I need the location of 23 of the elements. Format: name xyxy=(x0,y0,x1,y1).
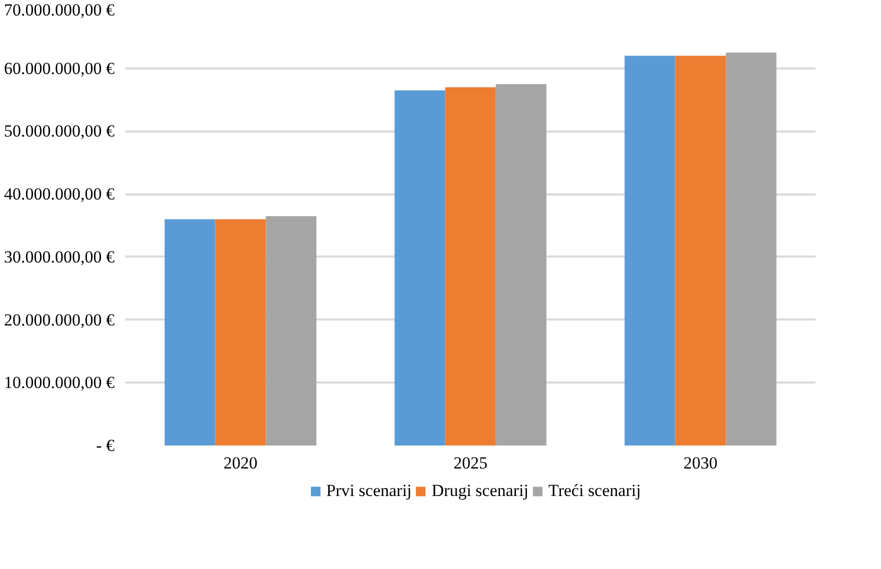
y-tick-label: 70.000.000,00 € xyxy=(4,0,115,20)
y-tick-label: - € xyxy=(96,436,115,455)
legend-label: Treći scenarij xyxy=(548,481,641,501)
y-tick-label: 50.000.000,00 € xyxy=(4,122,115,141)
y-tick-label: 60.000.000,00 € xyxy=(4,58,115,78)
x-tick-label: 2025 xyxy=(454,454,488,472)
y-tick-label: 20.000.000,00 € xyxy=(4,310,115,330)
x-tick-label: 2020 xyxy=(224,454,258,472)
bar xyxy=(675,56,726,446)
bar xyxy=(624,56,676,446)
bar xyxy=(726,52,776,446)
bar xyxy=(496,84,546,446)
bar xyxy=(215,219,266,446)
bar xyxy=(445,87,496,446)
bar xyxy=(164,219,216,446)
legend-label: Drugi scenarij xyxy=(432,481,528,501)
y-tick-label: 10.000.000,00 € xyxy=(4,373,115,392)
x-tick-label: 2030 xyxy=(684,454,718,472)
y-tick-label: 30.000.000,00 € xyxy=(4,247,115,266)
bar xyxy=(394,90,446,446)
legend-label: Prvi scenarij xyxy=(326,481,412,501)
y-tick-label: 40.000.000,00 € xyxy=(4,184,115,204)
bar xyxy=(266,216,316,446)
